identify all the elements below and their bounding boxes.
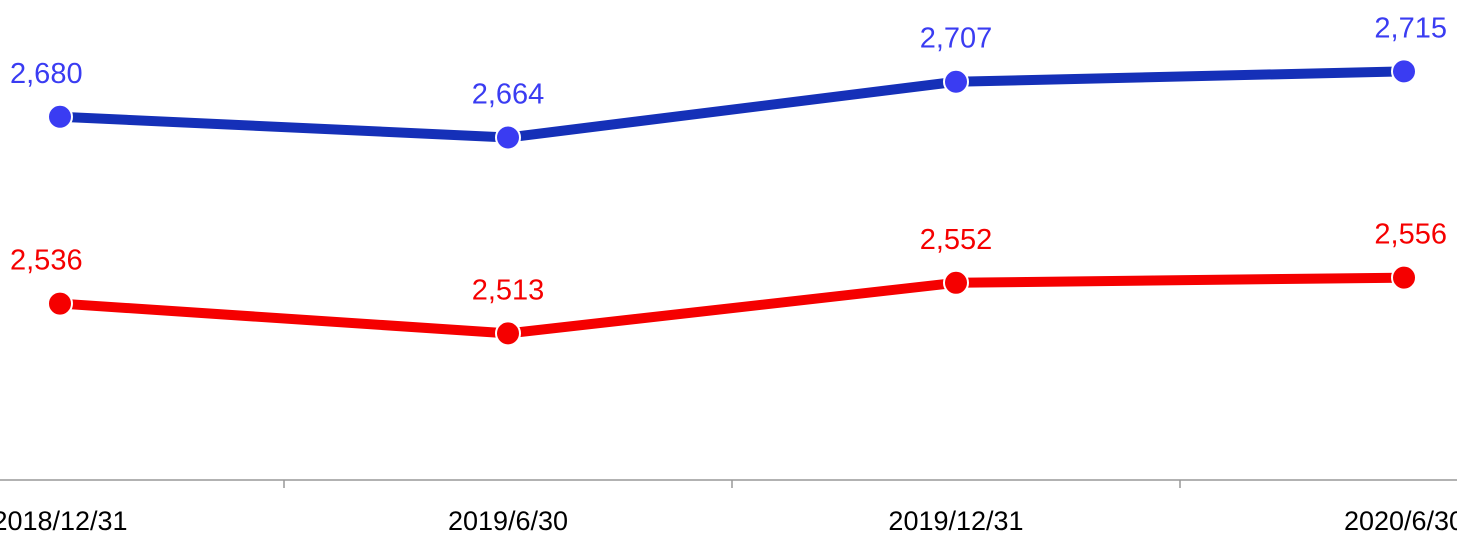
- data-point: [1391, 58, 1417, 85]
- data-point: [47, 290, 73, 317]
- data-label: 2,680: [10, 58, 83, 90]
- x-tick-label: 2019/12/31: [888, 506, 1023, 533]
- series-line: [59, 272, 1405, 339]
- data-point: [495, 320, 521, 347]
- data-point: [495, 124, 521, 151]
- data-point: [943, 68, 969, 95]
- data-point: [1391, 264, 1417, 291]
- data-label: 2,556: [1374, 219, 1447, 251]
- data-point: [943, 269, 969, 296]
- x-tick-label: 2018/12/31: [0, 506, 128, 533]
- data-label: 2,664: [472, 79, 545, 111]
- data-label: 2,552: [920, 224, 993, 256]
- data-label: 2,513: [472, 274, 545, 306]
- data-label: 2,715: [1374, 12, 1447, 44]
- data-label: 2,536: [10, 245, 83, 277]
- x-tick-label: 2020/6/30: [1344, 506, 1457, 533]
- series-line: [59, 66, 1405, 143]
- x-tick-label: 2019/6/30: [448, 506, 568, 533]
- data-point: [47, 103, 73, 130]
- data-label: 2,707: [920, 23, 993, 55]
